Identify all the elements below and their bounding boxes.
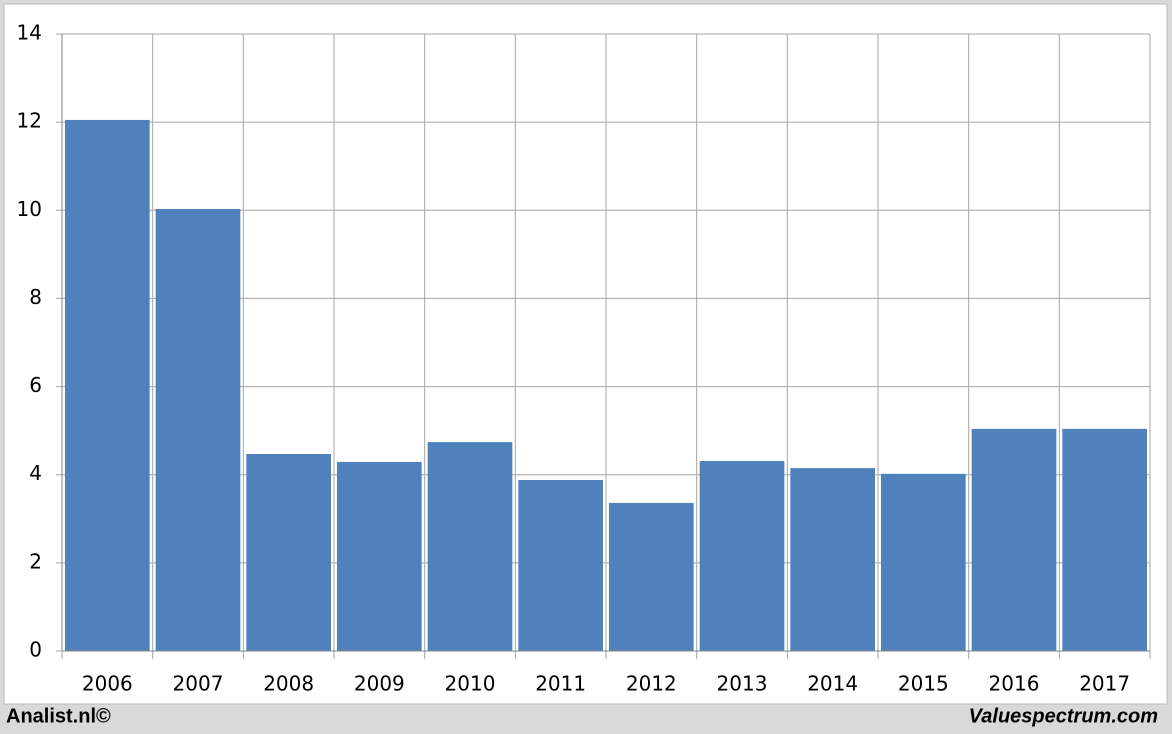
y-tick-label: 10 [17, 197, 42, 221]
y-tick-label: 4 [29, 461, 42, 485]
x-tick-label: 2015 [898, 672, 949, 696]
x-tick-label: 2012 [626, 672, 677, 696]
x-tick-label: 2017 [1079, 672, 1130, 696]
bar [65, 119, 150, 652]
x-tick-label: 2008 [263, 672, 314, 696]
bar [427, 442, 513, 651]
bar [790, 468, 875, 651]
y-tick-label: 14 [17, 21, 42, 45]
x-tick-label: 2007 [173, 672, 224, 696]
x-tick-label: 2009 [354, 672, 405, 696]
bar [518, 480, 603, 651]
x-tick-label: 2006 [82, 672, 133, 696]
y-tick-label: 6 [29, 373, 42, 397]
bar [881, 473, 966, 651]
y-tick-label: 0 [29, 638, 42, 662]
footer-left: Analist.nl© [6, 705, 111, 727]
bar [337, 461, 422, 651]
y-tick-label: 12 [17, 109, 42, 133]
bar [609, 502, 694, 651]
y-tick-label: 2 [29, 549, 42, 573]
footer-right: Valuespectrum.com [969, 705, 1158, 727]
bar [1062, 428, 1147, 651]
y-tick-label: 8 [29, 285, 42, 309]
x-tick-label: 2011 [535, 672, 586, 696]
x-tick-label: 2014 [807, 672, 858, 696]
x-tick-label: 2016 [989, 672, 1040, 696]
x-tick-label: 2013 [717, 672, 768, 696]
bar [971, 428, 1057, 651]
x-tick-label: 2010 [445, 672, 496, 696]
bar [699, 461, 785, 651]
bar [155, 208, 241, 652]
bar [246, 454, 331, 651]
